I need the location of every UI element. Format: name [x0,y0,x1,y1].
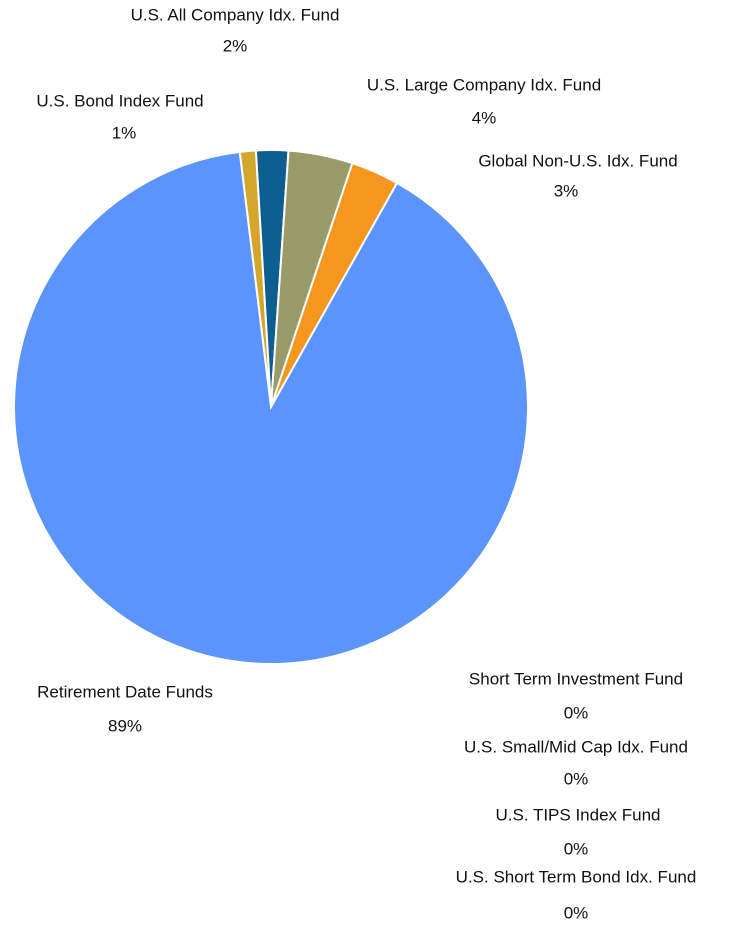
slice-label: U.S. All Company Idx. Fund [131,5,340,24]
slice-label: Retirement Date Funds [37,682,213,701]
slice-label: U.S. Large Company Idx. Fund [367,75,601,94]
slice-label: U.S. Bond Index Fund [36,91,203,110]
slice-label: U.S. TIPS Index Fund [495,805,660,824]
slice-value-label: 4% [472,108,497,127]
slice-value-label: 89% [108,716,142,735]
slice-value-label: 2% [223,36,248,55]
slice-value-label: 0% [564,703,589,722]
slice-label: Global Non-U.S. Idx. Fund [478,151,677,170]
slice-value-label: 1% [112,123,137,142]
slice-value-label: 0% [564,769,589,788]
slice-value-label: 3% [554,181,579,200]
slice-label: Short Term Investment Fund [469,669,683,688]
pie-slice [13,150,529,665]
slice-value-label: 0% [564,903,589,922]
slice-value-label: 0% [564,839,589,858]
slice-label: U.S. Small/Mid Cap Idx. Fund [464,737,688,756]
slice-label: U.S. Short Term Bond Idx. Fund [456,867,697,886]
